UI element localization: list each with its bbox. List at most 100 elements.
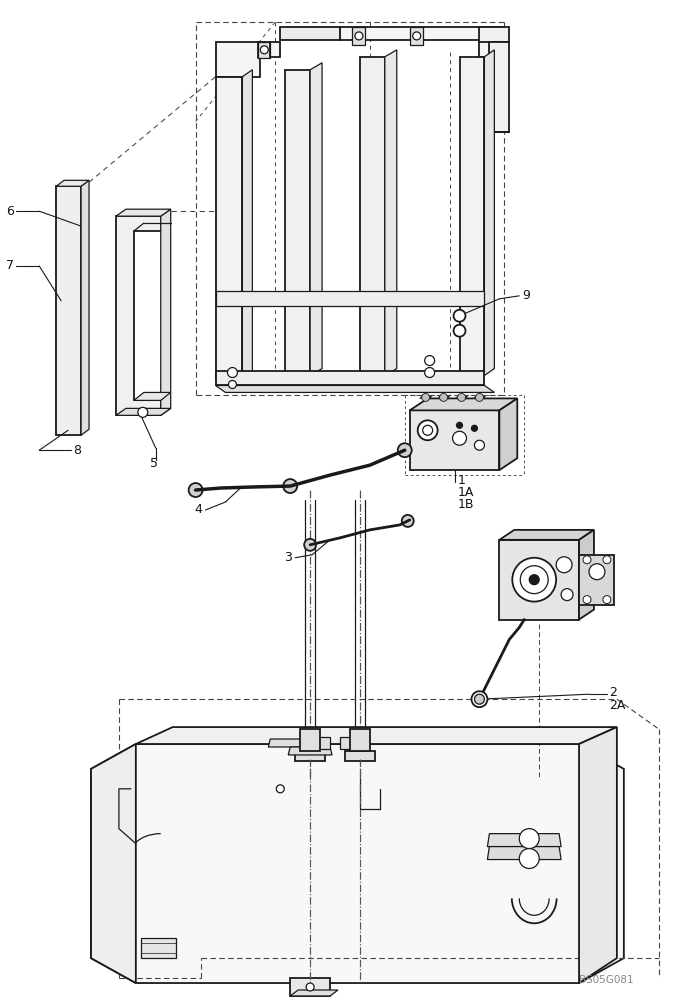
Circle shape	[453, 325, 466, 337]
Polygon shape	[310, 63, 322, 376]
Polygon shape	[350, 729, 370, 751]
Text: 1B: 1B	[458, 498, 474, 511]
Circle shape	[412, 32, 421, 40]
Polygon shape	[290, 990, 338, 996]
Circle shape	[471, 425, 477, 431]
Polygon shape	[116, 216, 161, 415]
Polygon shape	[305, 737, 330, 749]
Circle shape	[456, 422, 462, 428]
Polygon shape	[56, 186, 81, 435]
Circle shape	[519, 829, 539, 849]
Text: 5: 5	[150, 457, 158, 470]
Polygon shape	[290, 978, 330, 996]
Circle shape	[529, 575, 539, 585]
Text: 1: 1	[458, 474, 465, 487]
Polygon shape	[285, 70, 310, 376]
Polygon shape	[268, 739, 312, 747]
Polygon shape	[420, 396, 432, 398]
Circle shape	[228, 380, 237, 388]
Text: 1A: 1A	[458, 486, 474, 499]
Polygon shape	[456, 396, 467, 398]
Text: 3: 3	[285, 551, 292, 564]
Polygon shape	[489, 42, 510, 132]
Polygon shape	[499, 398, 517, 470]
Polygon shape	[345, 751, 375, 761]
Polygon shape	[280, 27, 340, 40]
Polygon shape	[410, 410, 499, 470]
Text: 8: 8	[73, 444, 81, 457]
Polygon shape	[488, 847, 561, 860]
Polygon shape	[91, 744, 136, 983]
Polygon shape	[288, 747, 332, 755]
Circle shape	[418, 420, 438, 440]
Circle shape	[425, 356, 434, 366]
Polygon shape	[136, 727, 617, 744]
Circle shape	[440, 393, 447, 401]
Polygon shape	[499, 530, 594, 540]
Polygon shape	[259, 42, 270, 58]
Polygon shape	[352, 27, 365, 45]
Polygon shape	[81, 180, 89, 435]
Circle shape	[189, 483, 202, 497]
Polygon shape	[499, 540, 579, 620]
Polygon shape	[295, 751, 325, 761]
Polygon shape	[141, 938, 176, 958]
Circle shape	[561, 589, 573, 601]
Circle shape	[524, 834, 534, 844]
Circle shape	[589, 564, 605, 580]
Circle shape	[261, 46, 268, 54]
Circle shape	[521, 566, 548, 594]
Circle shape	[583, 556, 591, 564]
Polygon shape	[242, 70, 252, 380]
Polygon shape	[300, 729, 320, 751]
Polygon shape	[215, 291, 484, 306]
Polygon shape	[488, 834, 561, 847]
Polygon shape	[479, 27, 510, 42]
Circle shape	[471, 691, 488, 707]
Polygon shape	[116, 408, 171, 415]
Polygon shape	[215, 385, 495, 392]
Circle shape	[425, 368, 434, 377]
Circle shape	[276, 785, 285, 793]
Polygon shape	[215, 371, 484, 385]
Circle shape	[475, 694, 484, 704]
Circle shape	[398, 443, 412, 457]
Polygon shape	[134, 392, 171, 400]
Circle shape	[458, 393, 466, 401]
Circle shape	[583, 596, 591, 604]
Polygon shape	[460, 57, 484, 376]
Polygon shape	[579, 555, 614, 605]
Circle shape	[525, 855, 534, 863]
Text: BS05G081: BS05G081	[579, 975, 634, 985]
Text: 2A: 2A	[609, 699, 625, 712]
Text: 4: 4	[195, 503, 202, 516]
Polygon shape	[410, 27, 423, 45]
Circle shape	[603, 556, 611, 564]
Polygon shape	[410, 398, 517, 410]
Text: 6: 6	[6, 205, 14, 218]
Polygon shape	[438, 396, 449, 398]
Circle shape	[423, 425, 433, 435]
Polygon shape	[385, 50, 397, 376]
Polygon shape	[484, 50, 495, 376]
Circle shape	[453, 431, 466, 445]
Polygon shape	[56, 180, 89, 186]
Circle shape	[283, 479, 297, 493]
Polygon shape	[473, 396, 486, 398]
Text: 2: 2	[609, 686, 617, 699]
Circle shape	[519, 849, 539, 868]
Circle shape	[355, 32, 363, 40]
Polygon shape	[215, 42, 280, 77]
Circle shape	[306, 983, 314, 991]
Circle shape	[603, 596, 611, 604]
Text: 9: 9	[523, 289, 530, 302]
Polygon shape	[116, 209, 171, 216]
Circle shape	[228, 368, 237, 377]
Polygon shape	[579, 530, 594, 620]
Text: 7: 7	[6, 259, 14, 272]
Polygon shape	[161, 209, 171, 415]
Polygon shape	[340, 27, 504, 57]
Circle shape	[475, 440, 484, 450]
Polygon shape	[91, 744, 624, 983]
Circle shape	[304, 539, 316, 551]
